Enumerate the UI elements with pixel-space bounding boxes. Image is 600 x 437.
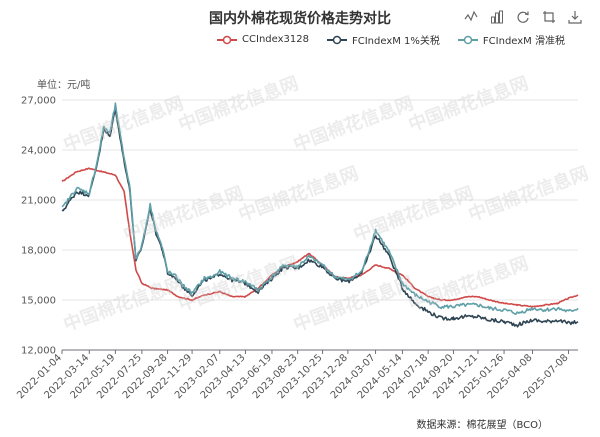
legend-label-ccindex: CCIndex3128 xyxy=(242,34,309,45)
legend-label-fcindex-1pct: FCIndexM 1%关税 xyxy=(351,36,440,47)
y-tick-label: 15,000 xyxy=(21,296,56,307)
bar-chart-icon[interactable] xyxy=(490,9,504,24)
legend-swatch-fcindex-1pct xyxy=(326,35,347,44)
y-tick-label: 27,000 xyxy=(21,96,56,107)
chart-legend: CCIndex3128 FCIndexM 1%关税 FCIndexM 滑准税 xyxy=(217,32,565,47)
restore-icon[interactable] xyxy=(516,9,530,23)
legend-swatch-ccindex xyxy=(217,35,238,44)
series-line-3 xyxy=(61,102,579,315)
crop-icon[interactable] xyxy=(542,9,556,23)
chart-title: 国内外棉花现货价格走势对比 xyxy=(209,11,391,27)
y-tick-label: 21,000 xyxy=(21,196,56,207)
series-line-1 xyxy=(61,167,579,308)
legend-item-fcindex-sliding[interactable]: FCIndexM 滑准税 xyxy=(457,32,565,47)
legend-item-fcindex-1pct[interactable]: FCIndexM 1%关税 xyxy=(326,32,440,47)
y-tick-label: 18,000 xyxy=(21,246,56,257)
legend-swatch-fcindex-sliding xyxy=(457,35,478,44)
y-tick-label: 12,000 xyxy=(21,346,56,357)
y-tick-label: 24,000 xyxy=(21,146,56,157)
download-icon[interactable] xyxy=(568,9,582,24)
legend-item-ccindex[interactable]: CCIndex3128 xyxy=(217,34,309,45)
y-axis-unit-label: 单位：元/吨 xyxy=(37,80,91,91)
line-chart-icon[interactable] xyxy=(464,9,478,23)
data-source-note: 数据来源：棉花展望（BCO） xyxy=(416,420,548,431)
series-line-2 xyxy=(61,109,579,328)
legend-label-fcindex-sliding: FCIndexM 滑准税 xyxy=(482,36,565,47)
chart-toolbox xyxy=(464,9,582,24)
